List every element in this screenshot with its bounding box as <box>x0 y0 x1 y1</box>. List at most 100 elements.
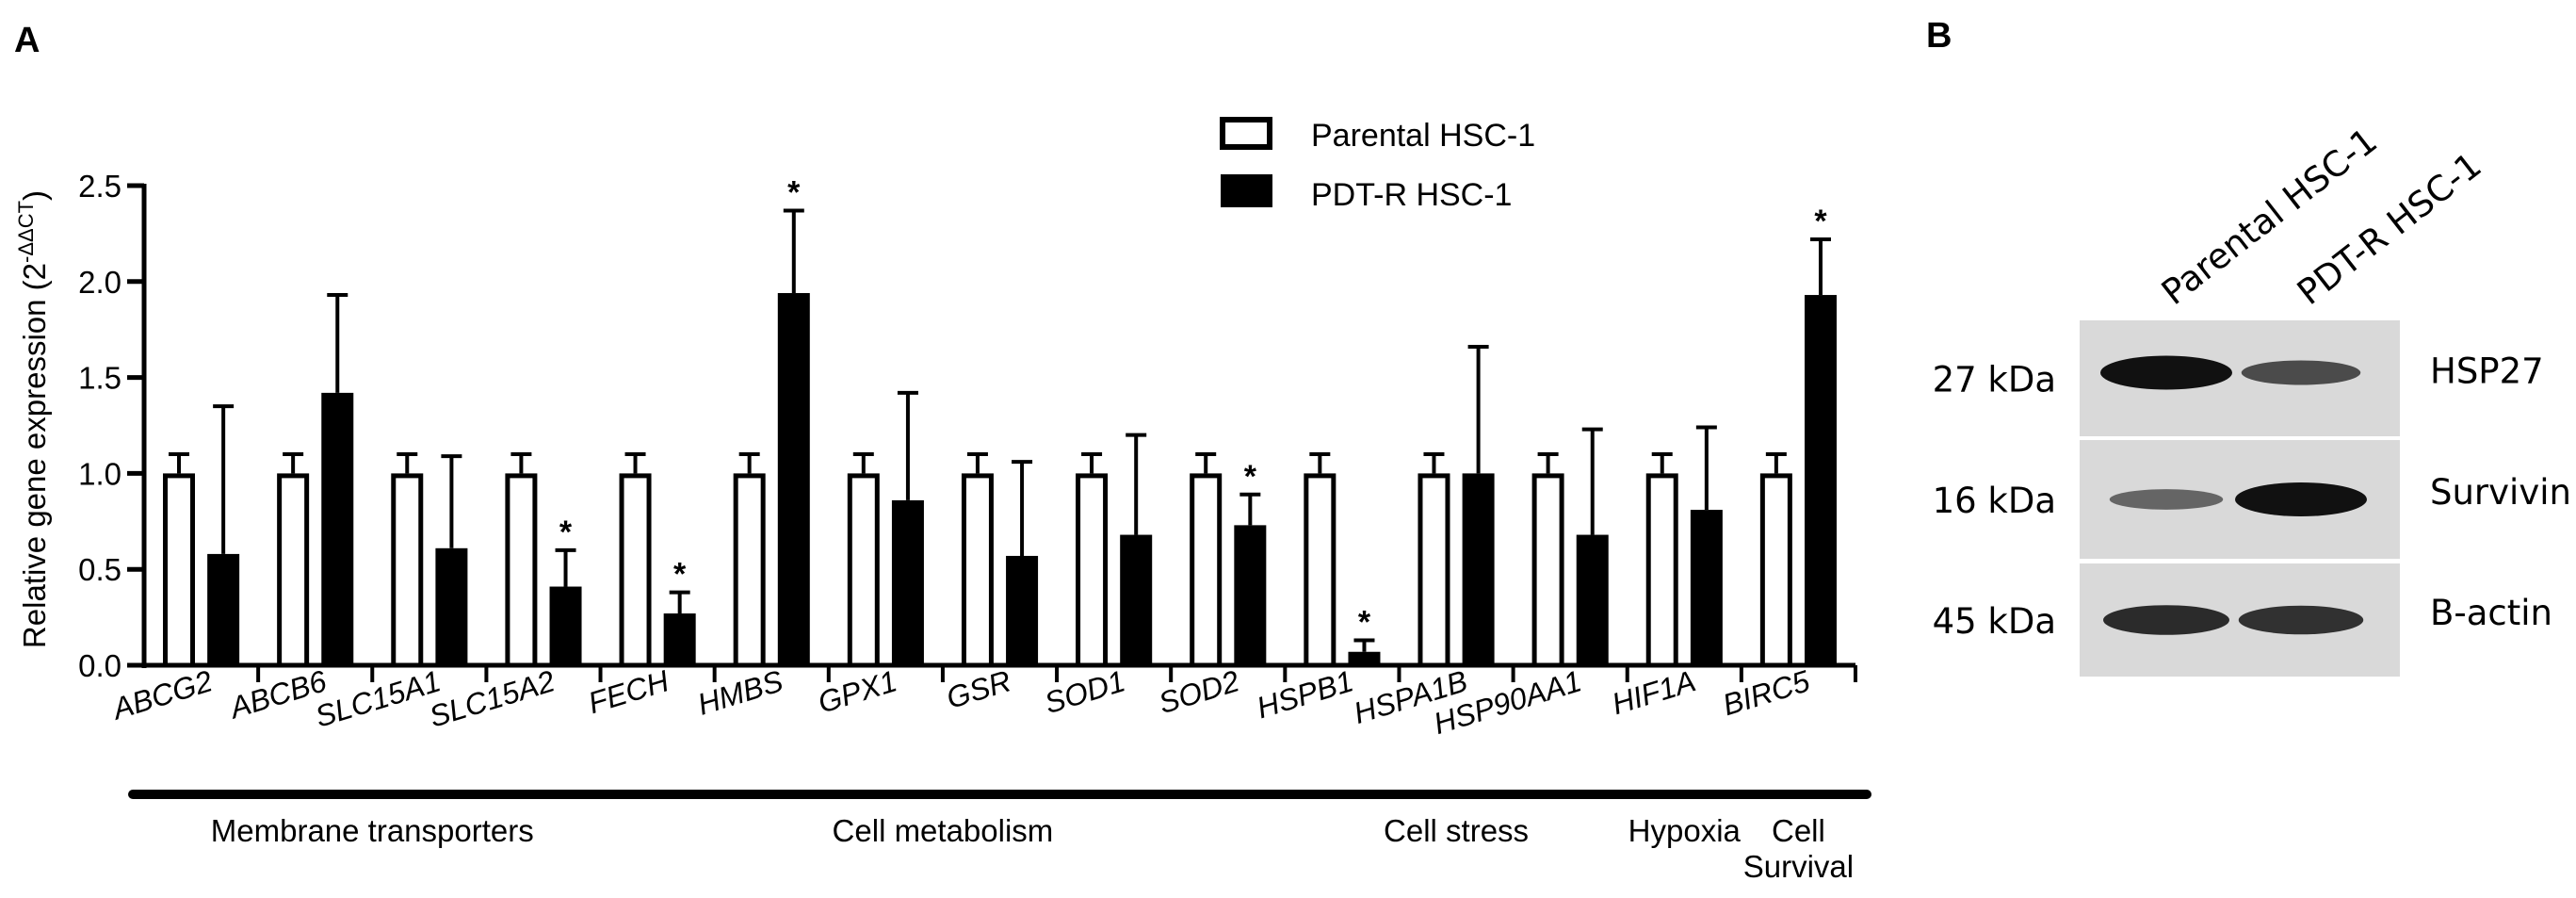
gene-hsp90aa1 <box>1531 427 1609 668</box>
bar-parental-hsc-1 <box>163 473 195 668</box>
bar-pdt-r-hsc-1 <box>1805 295 1837 665</box>
protein-band <box>2100 355 2232 390</box>
x-category-label: FECH <box>584 663 673 720</box>
x-category-label: GSR <box>943 663 1015 715</box>
protein-label: HSP27 <box>2430 351 2544 392</box>
significance-marker: * <box>1358 605 1371 641</box>
y-tick-label: 2.0 <box>78 265 122 300</box>
significance-marker: * <box>787 174 801 210</box>
gene-sod2: * <box>1190 452 1267 668</box>
legend-swatch-pdtr <box>1221 174 1272 207</box>
group-label-cell-survival: Cell Survival <box>1743 813 1854 884</box>
legend-swatch-parental <box>1220 117 1272 150</box>
y-axis-title-close: ) <box>17 190 52 201</box>
protein-label: B-actin <box>2430 593 2552 633</box>
gene-slc15a2: * <box>505 452 582 668</box>
bar-pdt-r-hsc-1 <box>1348 651 1381 665</box>
bar-parental-hsc-1 <box>1418 473 1450 668</box>
y-tick-label: 0.5 <box>78 552 122 587</box>
protein-band <box>2109 489 2224 510</box>
bar-parental-hsc-1 <box>1759 473 1792 668</box>
significance-marker: * <box>1814 204 1827 239</box>
bar-pdt-r-hsc-1 <box>1462 473 1495 665</box>
x-category-label: SLC15A1 <box>311 663 445 733</box>
gene-hmbs: * <box>733 174 810 668</box>
gene-birc5: * <box>1759 204 1837 668</box>
gene-gsr <box>961 452 1039 668</box>
protein-band <box>2103 605 2229 635</box>
x-category-label: SOD2 <box>1155 663 1243 720</box>
blot-row-b-actin: 45 kDa B-actin <box>1933 563 2552 677</box>
bar-pdt-r-hsc-1 <box>891 499 924 665</box>
y-tick-label: 2.5 <box>78 169 122 204</box>
x-category-label: BIRC5 <box>1719 663 1814 722</box>
bar-parental-hsc-1 <box>1076 473 1109 668</box>
y-axis-title-superscript: -ΔΔCT <box>14 201 38 263</box>
y-tick-label: 1.5 <box>78 361 122 396</box>
molecular-weight-label: 16 kDa <box>1933 481 2056 521</box>
bars: * * * * * * <box>163 174 1837 668</box>
bar-pdt-r-hsc-1 <box>1120 534 1153 665</box>
bar-parental-hsc-1 <box>505 473 538 668</box>
significance-marker: * <box>1244 459 1257 495</box>
bar-pdt-r-hsc-1 <box>321 392 354 665</box>
y-axis-title: Relative gene expression (2-ΔΔCT) <box>14 190 52 648</box>
protein-band <box>2235 482 2367 516</box>
gene-gpx1 <box>847 390 924 668</box>
x-category-label: SLC15A2 <box>425 663 559 734</box>
bar-chart: Relative gene expression (2-ΔΔCT) 0.0 0.5… <box>14 117 1871 884</box>
x-category-label: HMBS <box>693 663 786 721</box>
group-label-cell-metabolism: Cell metabolism <box>833 813 1054 848</box>
bar-parental-hsc-1 <box>391 473 424 668</box>
protein-band <box>2238 605 2364 635</box>
bar-pdt-r-hsc-1 <box>663 613 696 665</box>
protein-label: Survivin <box>2430 472 2571 513</box>
bar-pdt-r-hsc-1 <box>549 586 582 665</box>
blot-row-hsp27: 27 kDa HSP27 <box>1933 320 2544 436</box>
bar-parental-hsc-1 <box>733 473 766 668</box>
group-label-membrane-transporters: Membrane transporters <box>211 813 534 848</box>
bar-parental-hsc-1 <box>1190 473 1223 668</box>
x-category-label: HSPB1 <box>1253 663 1357 725</box>
panel-label-b: B <box>1926 16 1952 56</box>
x-category-label: ABCG2 <box>106 663 216 727</box>
y-axis: 0.0 0.5 1.0 1.5 2.0 2.5 <box>78 169 147 683</box>
gene-fech: * <box>619 452 696 668</box>
significance-marker: * <box>673 557 687 593</box>
blot-rows: 27 kDa HSP27 16 kDa Survivin 45 kDa B-actin <box>1933 320 2571 677</box>
bar-parental-hsc-1 <box>619 473 652 668</box>
panel-label-a: A <box>14 21 40 60</box>
svg-text:Relative gene expression (2-ΔΔ: Relative gene expression (2-ΔΔCT) <box>14 190 52 648</box>
bar-parental-hsc-1 <box>1645 473 1678 668</box>
bar-pdt-r-hsc-1 <box>435 547 468 665</box>
x-category-label: HIF1A <box>1608 663 1699 721</box>
legend-label-parental: Parental HSC-1 <box>1311 118 1535 154</box>
blot-row-survivin: 16 kDa Survivin <box>1933 440 2571 559</box>
group-label-hypoxia: Hypoxia <box>1628 813 1742 848</box>
legend: Parental HSC-1 PDT-R HSC-1 <box>1220 117 1535 213</box>
x-category-label: ABCB6 <box>224 663 331 726</box>
y-tick-label: 0.0 <box>78 648 122 683</box>
y-tick-label: 1.0 <box>78 456 122 491</box>
gene-sod1 <box>1076 433 1153 668</box>
molecular-weight-label: 45 kDa <box>1933 601 2056 642</box>
gene-abcg2 <box>163 404 240 668</box>
bar-pdt-r-hsc-1 <box>1576 534 1609 665</box>
gene-hspb1: * <box>1304 452 1381 668</box>
bar-parental-hsc-1 <box>1531 473 1564 668</box>
gene-hif1a <box>1645 425 1723 668</box>
y-axis-title-main: Relative gene expression (2 <box>17 263 52 648</box>
gene-abcb6 <box>277 293 354 668</box>
bar-pdt-r-hsc-1 <box>1234 525 1267 665</box>
legend-label-pdtr: PDT-R HSC-1 <box>1311 177 1512 213</box>
bar-parental-hsc-1 <box>847 473 880 668</box>
bar-pdt-r-hsc-1 <box>207 553 240 665</box>
protein-band <box>2241 360 2361 385</box>
bar-parental-hsc-1 <box>961 473 994 668</box>
significance-marker: * <box>559 514 573 550</box>
bar-parental-hsc-1 <box>1304 473 1337 668</box>
gene-groups: Membrane transporters Cell metabolism Cell… <box>128 790 1871 884</box>
molecular-weight-label: 27 kDa <box>1933 360 2056 400</box>
